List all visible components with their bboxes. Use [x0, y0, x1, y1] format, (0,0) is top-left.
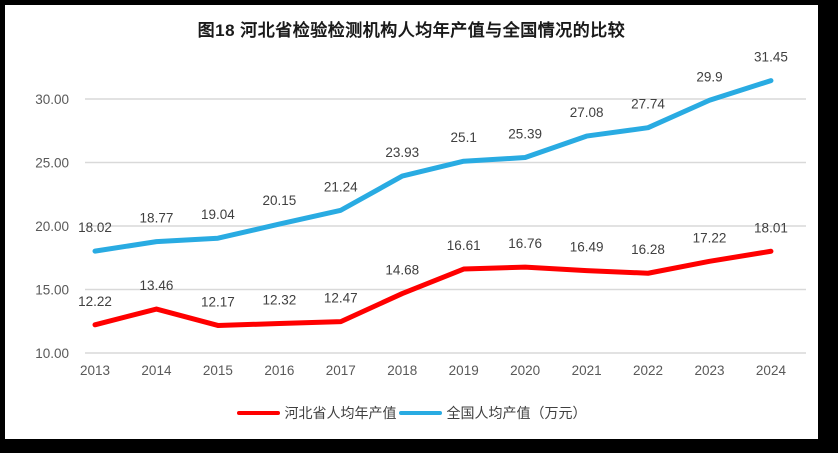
x-tick-label: 2024 — [756, 363, 787, 378]
y-tick-label: 15.00 — [35, 283, 69, 298]
legend-item-national: 全国人均产值（万元） — [398, 403, 587, 423]
data-label: 18.02 — [78, 220, 112, 235]
chart-legend: 河北省人均年产值 全国人均产值（万元） — [5, 403, 818, 423]
x-tick-label: 2022 — [633, 363, 663, 378]
legend-label-national: 全国人均产值（万元） — [446, 405, 587, 421]
data-label: 14.68 — [385, 263, 419, 278]
data-label: 18.77 — [140, 211, 174, 226]
series-line-hebei — [92, 248, 774, 328]
y-tick-label: 30.00 — [35, 92, 69, 107]
data-label: 25.39 — [508, 127, 542, 142]
data-label: 12.22 — [78, 294, 112, 309]
x-tick-label: 2020 — [510, 363, 540, 378]
data-label: 12.32 — [262, 293, 296, 308]
y-tick-label: 10.00 — [35, 346, 69, 361]
data-label: 21.24 — [324, 179, 358, 194]
data-label: 31.45 — [754, 50, 788, 65]
data-label: 20.15 — [262, 193, 296, 208]
y-tick-label: 25.00 — [35, 156, 69, 171]
line-chart-plot: 30.00 25.00 20.00 15.00 10.00 2013 2014 2015 201… — [35, 50, 806, 378]
chart-title: 图18 河北省检验检测机构人均年产值与全国情况的比较 — [197, 21, 626, 40]
data-label: 13.46 — [140, 278, 174, 293]
legend-line-red-icon — [236, 411, 280, 415]
data-label: 25.1 — [451, 130, 477, 145]
legend-line-blue-icon — [398, 411, 442, 415]
series-line-national — [92, 78, 774, 254]
data-label: 27.74 — [631, 97, 665, 112]
x-tick-label: 2021 — [572, 363, 602, 378]
data-label: 23.93 — [385, 145, 419, 160]
data-label: 27.08 — [570, 105, 604, 120]
data-label: 12.17 — [201, 294, 235, 309]
data-label: 16.28 — [631, 242, 665, 257]
data-label: 29.9 — [696, 69, 722, 84]
x-tick-label: 2019 — [449, 363, 479, 378]
data-label: 17.22 — [693, 230, 727, 245]
y-tick-label: 20.00 — [35, 219, 69, 234]
data-label: 18.01 — [754, 220, 788, 235]
x-tick-label: 2023 — [694, 363, 724, 378]
x-tick-label: 2018 — [387, 363, 417, 378]
x-tick-label: 2017 — [326, 363, 356, 378]
chart-canvas: 图18 河北省检验检测机构人均年产值与全国情况的比较 30.00 25.00 20.… — [5, 5, 818, 439]
legend-item-hebei: 河北省人均年产值 — [236, 403, 397, 423]
data-label: 12.47 — [324, 291, 358, 306]
x-tick-label: 2013 — [80, 363, 110, 378]
x-tick-label: 2016 — [264, 363, 294, 378]
x-tick-label: 2015 — [203, 363, 233, 378]
x-tick-label: 2014 — [141, 363, 172, 378]
legend-label-hebei: 河北省人均年产值 — [284, 405, 397, 421]
data-label: 16.61 — [447, 238, 481, 253]
data-label: 19.04 — [201, 207, 235, 222]
data-label: 16.76 — [508, 236, 542, 251]
data-label: 16.49 — [570, 240, 604, 255]
